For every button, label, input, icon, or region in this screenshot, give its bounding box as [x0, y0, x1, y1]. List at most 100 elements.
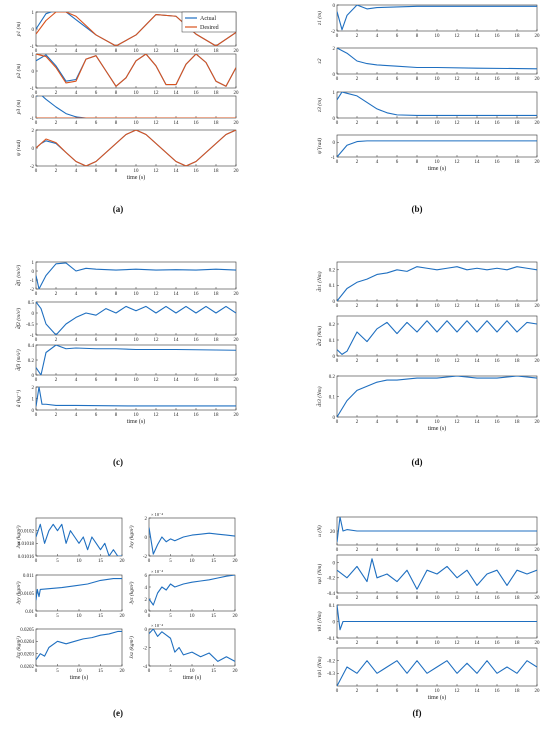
x-tick-label: 8 [115, 413, 118, 418]
series-line-actual [36, 302, 236, 335]
y-tick-label: -1 [30, 279, 35, 284]
x-tick-label: 8 [416, 548, 419, 553]
axes-box [35, 517, 123, 557]
x-tick-label: 12 [455, 596, 461, 601]
panel-label: (a) [113, 204, 124, 214]
x-tick-label: 20 [535, 34, 541, 39]
x-tick-label: 10 [435, 420, 441, 425]
x-tick-label: 16 [495, 359, 501, 364]
x-tick-label: 10 [435, 121, 441, 126]
x-tick-label: 12 [154, 91, 160, 96]
x-tick-label: 10 [77, 614, 83, 619]
x-tick-label: 4 [376, 77, 379, 82]
y-tick-label: -0.4 [327, 592, 335, 597]
y-tick-label: -0.5 [26, 323, 34, 328]
y-tick-label: 2 [145, 517, 148, 522]
x-tick-label: 14 [475, 77, 481, 82]
x-tick-label: 8 [115, 121, 118, 126]
y-tick-label: -2 [30, 165, 35, 170]
x-tick-label: 15 [211, 559, 217, 564]
x-tick-label: 20 [234, 413, 240, 418]
x-tick-label: 18 [214, 378, 220, 383]
x-tick-label: 16 [194, 49, 200, 54]
y-tick-label: -1 [30, 87, 35, 92]
x-tick-label: 16 [495, 304, 501, 309]
subplot-3-0: 0 2 4 6 8 10 12 14 16 18 20 0 0.1 0.2 d̂τ1 (Nm) [316, 261, 540, 309]
x-tick-label: 18 [515, 548, 521, 553]
x-tick-label: 6 [396, 304, 399, 309]
x-tick-label: 0 [148, 614, 151, 619]
x-tick-label: 20 [234, 49, 240, 54]
x-tick-label: 16 [495, 121, 501, 126]
x-tick-label: 12 [455, 121, 461, 126]
y-tick-label: -0.2 [327, 659, 335, 664]
x-tick-label: 8 [416, 420, 419, 425]
x-tick-label: 20 [535, 641, 541, 646]
y-axis-label: τφ1 (Nm) [316, 564, 323, 585]
x-tick-label: 8 [115, 378, 118, 383]
y-tick-label: 0 [333, 73, 336, 78]
x-tick-label: 16 [194, 121, 200, 126]
x-tick-label: 18 [515, 304, 521, 309]
y-axis-label: d̂f3 (m/s²) [15, 349, 22, 371]
y-tick-label: -4 [143, 665, 148, 670]
exponent-label: × 10⁻⁴ [151, 569, 164, 574]
x-tick-label: 6 [396, 121, 399, 126]
x-tick-label: 12 [455, 160, 461, 165]
x-tick-label: 18 [214, 292, 220, 297]
x-tick-label: 2 [55, 169, 58, 174]
x-tick-label: 10 [190, 669, 196, 674]
y-axis-label: τθ1 (Nm) [316, 611, 323, 631]
x-tick-label: 10 [435, 77, 441, 82]
x-tick-label: 8 [416, 304, 419, 309]
x-tick-label: 20 [233, 614, 239, 619]
y-tick-label: 0.0102 [20, 529, 34, 534]
x-tick-label: 6 [396, 77, 399, 82]
x-tick-label: 6 [396, 641, 399, 646]
x-tick-label: 0 [336, 359, 339, 364]
y-tick-label: 1 [32, 261, 35, 266]
x-tick-label: 2 [55, 91, 58, 96]
x-tick-label: 14 [475, 121, 481, 126]
x-tick-label: 0 [336, 160, 339, 165]
series-line-desired [36, 54, 236, 87]
axes-box [148, 628, 236, 667]
x-tick-label: 6 [396, 359, 399, 364]
y-tick-label: 0.1 [329, 339, 336, 344]
x-tick-label: 20 [535, 596, 541, 601]
series-line-actual [337, 660, 537, 686]
x-tick-label: 18 [214, 49, 220, 54]
x-tick-label: 10 [435, 304, 441, 309]
x-tick-label: 2 [356, 548, 359, 553]
x-tick-label: 0 [35, 169, 38, 174]
x-tick-label: 6 [95, 413, 98, 418]
y-tick-label: 0 [32, 270, 35, 275]
y-tick-label: 0.2 [329, 375, 336, 380]
y-tick-label: 2 [32, 129, 35, 134]
x-tick-label: 10 [134, 413, 140, 418]
x-tick-label: 16 [194, 378, 200, 383]
x-tick-label: 20 [234, 121, 240, 126]
y-tick-label: 1 [333, 91, 336, 96]
x-tick-label: 18 [214, 338, 220, 343]
x-tick-label: 10 [77, 559, 83, 564]
x-tick-label: 18 [515, 420, 521, 425]
y-tick-label: -2 [143, 555, 148, 560]
y-tick-label: -2 [30, 288, 35, 293]
y-tick-label: 0.2 [329, 269, 336, 274]
x-tick-label: 10 [134, 169, 140, 174]
x-tick-label: 16 [495, 689, 501, 694]
y-tick-label: -1 [30, 45, 35, 50]
x-tick-label: 6 [396, 34, 399, 39]
x-tick-label: 4 [376, 596, 379, 601]
y-tick-label: 0 [145, 536, 148, 541]
x-tick-label: 10 [134, 121, 140, 126]
y-tick-label: 2 [333, 47, 336, 52]
x-tick-label: 8 [115, 49, 118, 54]
x-tick-label: 0 [336, 689, 339, 694]
x-tick-label: 12 [455, 77, 461, 82]
y-tick-label: 0.0204 [20, 640, 34, 645]
panel-label: (f) [413, 708, 422, 718]
y-tick-label: 0 [32, 147, 35, 152]
y-axis-label: d̂f2 (m/s²) [15, 308, 22, 330]
